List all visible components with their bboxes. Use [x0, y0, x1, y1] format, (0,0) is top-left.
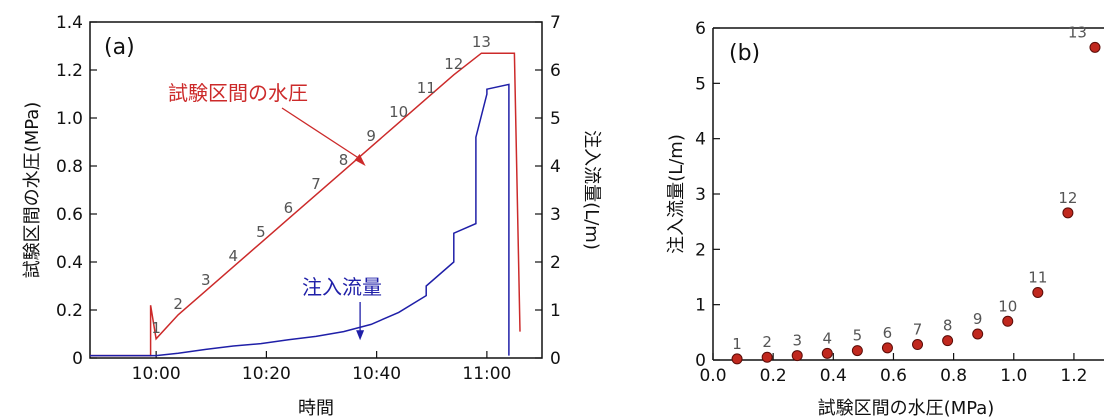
y-tick-label: 1: [695, 296, 706, 316]
y-tick-label: 5: [695, 74, 706, 94]
x-axis-label: 時間: [298, 398, 334, 418]
y-tick-label: 0.6: [56, 205, 83, 225]
pressure-arrow-line: [281, 107, 362, 161]
point-label: 8: [943, 317, 953, 335]
y-tick-label: 0.4: [56, 253, 83, 273]
y2-tick-label: 4: [550, 157, 561, 177]
step-label: 1: [151, 319, 161, 337]
scatter-point: [1032, 286, 1044, 298]
point-label: 10: [998, 297, 1017, 315]
y-axis-label: 試験区間の水圧(MPa): [22, 102, 43, 279]
scatter-point: [881, 342, 893, 354]
step-label: 13: [472, 33, 491, 51]
y-tick-label: 0.8: [56, 157, 83, 177]
y-tick-label: 0: [695, 351, 706, 371]
scatter-point: [791, 350, 803, 362]
y-tick-label: 0: [72, 349, 83, 369]
panel-label-b: (b): [729, 41, 760, 66]
step-label: 6: [284, 199, 294, 217]
point-label: 1: [732, 335, 742, 353]
step-label: 8: [339, 151, 349, 169]
x-axis-label: 試験区間の水圧(MPa): [818, 398, 995, 418]
y2-tick-label: 1: [550, 301, 561, 321]
step-label: 4: [229, 247, 239, 265]
y2-tick-label: 3: [550, 205, 561, 225]
y2-tick-label: 5: [550, 109, 561, 129]
point-label: 7: [913, 321, 923, 339]
x-tick-label: 0.8: [940, 366, 967, 386]
step-label: 9: [366, 127, 376, 145]
point-label: 13: [1068, 23, 1087, 41]
flow-line: [90, 83, 510, 357]
y-tick-label: 0.2: [56, 301, 83, 321]
scatter-point: [851, 345, 863, 357]
step-label: 7: [311, 175, 321, 193]
y-tick-label: 6: [695, 19, 706, 39]
point-label: 2: [762, 333, 772, 351]
x-tick-label: 10:20: [242, 364, 291, 384]
y-axis-label: 注入流量(L/m): [666, 134, 687, 254]
y-tick-label: 1.0: [56, 109, 83, 129]
x-tick-label: 11:00: [462, 364, 511, 384]
scatter-point: [1089, 41, 1101, 53]
pressure-arrow-head: [354, 154, 366, 166]
step-label: 11: [417, 79, 436, 97]
x-tick-label: 1.2: [1060, 366, 1087, 386]
y2-tick-label: 6: [550, 61, 561, 81]
y-tick-label: 3: [695, 185, 706, 205]
y2-tick-label: 7: [550, 13, 561, 33]
y2-tick-label: 0: [550, 349, 561, 369]
y-tick-label: 4: [695, 130, 706, 150]
scatter-point: [731, 353, 743, 365]
point-label: 9: [973, 310, 983, 328]
x-tick-label: 0.6: [880, 366, 907, 386]
pressure-annotation: 試験区間の水圧: [168, 81, 308, 105]
step-label: 5: [256, 223, 266, 241]
point-label: 4: [823, 329, 833, 347]
scatter-point: [821, 347, 833, 359]
scatter-point: [761, 351, 773, 363]
x-tick-label: 1.0: [1000, 366, 1027, 386]
flow-annotation: 注入流量: [302, 275, 382, 299]
y2-tick-label: 2: [550, 253, 561, 273]
step-label: 3: [201, 271, 211, 289]
panel-label-a: (a): [104, 35, 135, 60]
scatter-point: [912, 339, 924, 351]
step-label: 12: [444, 55, 463, 73]
scatter-point: [942, 335, 954, 347]
point-label: 5: [853, 327, 863, 345]
y2-axis-label: 注入流量(L/m): [581, 130, 602, 250]
scatter-point: [972, 328, 984, 340]
step-label: 2: [173, 295, 183, 313]
x-tick-label: 0.4: [820, 366, 847, 386]
y-tick-label: 2: [695, 240, 706, 260]
point-label: 12: [1058, 189, 1077, 207]
y-tick-label: 1.4: [56, 13, 83, 33]
x-tick-label: 10:00: [132, 364, 181, 384]
point-label: 3: [792, 332, 802, 350]
flow-arrow-head: [356, 330, 365, 341]
scatter-point: [1062, 207, 1074, 219]
x-tick-label: 0.2: [760, 366, 787, 386]
point-label: 11: [1028, 268, 1047, 286]
pressure-line: [90, 52, 521, 357]
step-label: 10: [389, 103, 408, 121]
scatter-point: [1002, 315, 1014, 327]
y-tick-label: 1.2: [56, 61, 83, 81]
plot-frame-a: [89, 21, 543, 359]
x-tick-label: 0.0: [699, 366, 726, 386]
x-tick-label: 10:40: [352, 364, 401, 384]
point-label: 6: [883, 324, 893, 342]
